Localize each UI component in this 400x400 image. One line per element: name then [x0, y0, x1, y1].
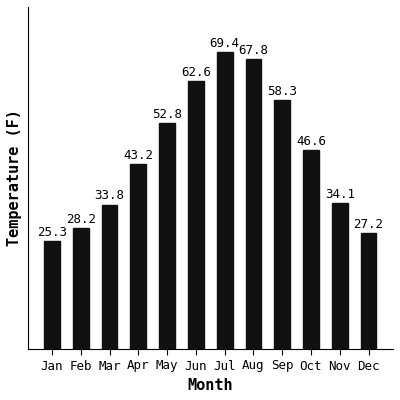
Bar [332, 203, 348, 349]
X-axis label: Month: Month [188, 378, 233, 393]
Text: 58.3: 58.3 [267, 85, 297, 98]
Bar [73, 228, 89, 349]
Text: 28.2: 28.2 [66, 213, 96, 226]
Bar [102, 204, 118, 349]
Bar [130, 164, 146, 349]
Y-axis label: Temperature (F): Temperature (F) [7, 110, 22, 246]
Text: 62.6: 62.6 [181, 66, 211, 79]
Text: 67.8: 67.8 [238, 44, 268, 57]
Text: 43.2: 43.2 [123, 149, 153, 162]
Bar [361, 233, 376, 349]
Bar [274, 100, 290, 349]
Text: 69.4: 69.4 [210, 37, 240, 50]
Bar [159, 123, 175, 349]
Text: 34.1: 34.1 [325, 188, 355, 201]
Text: 46.6: 46.6 [296, 135, 326, 148]
Text: 52.8: 52.8 [152, 108, 182, 121]
Bar [246, 59, 261, 349]
Bar [188, 81, 204, 349]
Bar [44, 241, 60, 349]
Text: 27.2: 27.2 [354, 218, 384, 231]
Text: 33.8: 33.8 [94, 189, 124, 202]
Bar [217, 52, 232, 349]
Bar [303, 150, 319, 349]
Text: 25.3: 25.3 [37, 226, 67, 239]
